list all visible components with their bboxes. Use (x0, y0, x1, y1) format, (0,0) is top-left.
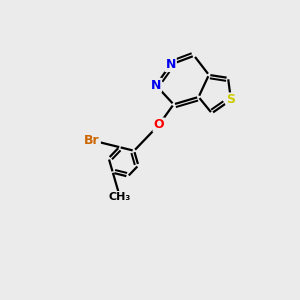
Text: Br: Br (84, 134, 100, 147)
Text: N: N (151, 79, 161, 92)
Text: N: N (165, 58, 176, 71)
Text: CH₃: CH₃ (109, 192, 131, 202)
Text: O: O (154, 118, 164, 131)
Text: S: S (226, 93, 236, 106)
